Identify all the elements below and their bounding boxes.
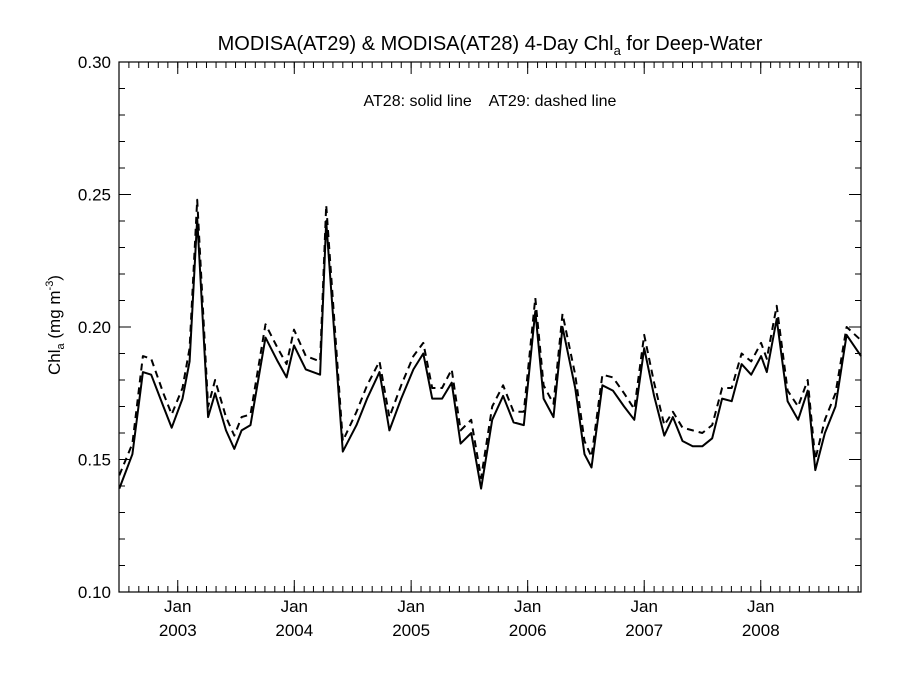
y-tick-label: 0.25 <box>78 186 111 205</box>
y-tick-label: 0.15 <box>78 451 111 470</box>
x-tick-year: 2004 <box>275 621 313 640</box>
legend-annotation: AT28: solid line AT29: dashed line <box>364 93 617 110</box>
plot-frame <box>118 61 862 593</box>
y-tick-label: 0.20 <box>78 318 111 337</box>
x-tick-month: Jan <box>630 597 657 616</box>
x-tick-month: Jan <box>747 597 774 616</box>
y-tick-label: 0.30 <box>78 53 111 72</box>
y-tick-label: 0.10 <box>78 583 111 602</box>
x-tick-month: Jan <box>397 597 424 616</box>
x-tick-year: 2007 <box>625 621 663 640</box>
x-tick-month: Jan <box>514 597 541 616</box>
x-tick-year: 2005 <box>392 621 430 640</box>
series-line-at28 <box>118 217 862 490</box>
series-line-at29 <box>118 198 862 480</box>
chart-title: MODISA(AT29) & MODISA(AT28) 4-Day Chla f… <box>218 33 763 58</box>
plot-lines <box>118 198 862 490</box>
x-tick-month: Jan <box>164 597 191 616</box>
x-tick-month: Jan <box>281 597 308 616</box>
axes: 0.10 0.15 0.20 0.25 0.30 Jan 2003 Jan 2004 Jan 200… <box>78 53 862 640</box>
x-tick-year: 2003 <box>159 621 197 640</box>
x-tick-year: 2008 <box>742 621 780 640</box>
y-axis-label: Chla (mg m-3) <box>44 275 67 375</box>
x-tick-year: 2006 <box>509 621 547 640</box>
